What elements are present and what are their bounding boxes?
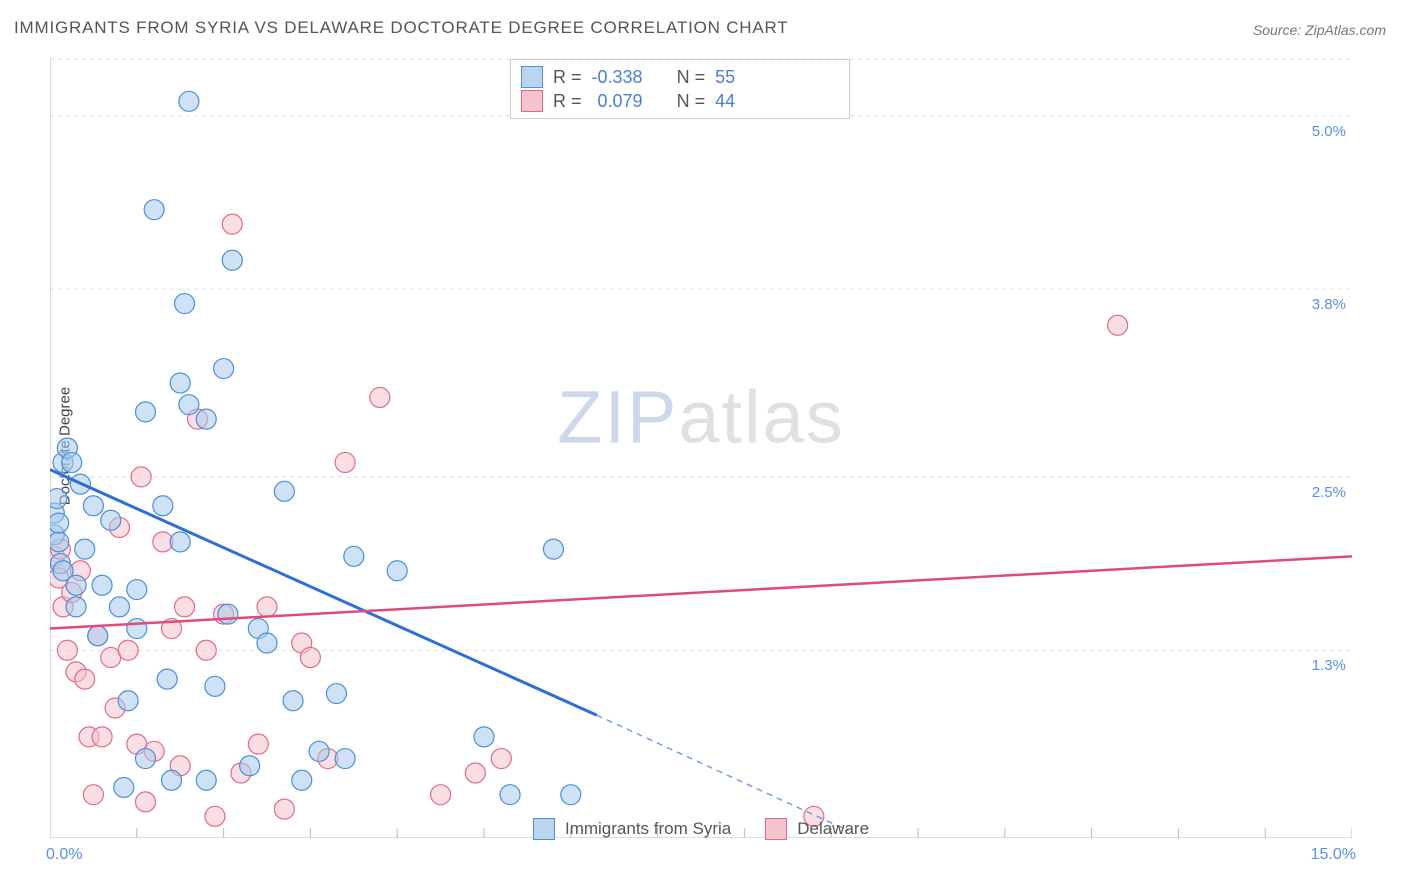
- swatch-blue-icon: [533, 818, 555, 840]
- legend-label-syria: Immigrants from Syria: [565, 819, 731, 839]
- legend-row-syria: R = -0.338 N = 55: [521, 65, 839, 89]
- legend-label-delaware: Delaware: [797, 819, 869, 839]
- legend-series: Immigrants from Syria Delaware: [533, 818, 869, 840]
- legend-r-value-syria: -0.338: [592, 67, 643, 88]
- gridlines: [50, 59, 1352, 650]
- svg-text:1.3%: 1.3%: [1312, 657, 1346, 674]
- swatch-pink-icon: [765, 818, 787, 840]
- legend-r-label: R =: [553, 91, 582, 112]
- legend-n-label: N =: [677, 91, 706, 112]
- legend-item-delaware: Delaware: [765, 818, 869, 840]
- swatch-pink-icon: [521, 90, 543, 112]
- legend-n-label: N =: [677, 67, 706, 88]
- legend-n-value-delaware: 44: [715, 91, 735, 112]
- legend-r-label: R =: [553, 67, 582, 88]
- source-attribution: Source: ZipAtlas.com: [1253, 22, 1386, 38]
- legend-correlation-box: R = -0.338 N = 55 R = 0.079 N = 44: [510, 59, 850, 119]
- series-delaware-points: [50, 214, 1128, 826]
- plot-area: ZIPatlas 1.3%2.5%3.8%5.0% R = -0.338 N =…: [50, 58, 1352, 838]
- svg-text:3.8%: 3.8%: [1312, 296, 1346, 313]
- x-axis-min-label: 0.0%: [46, 846, 82, 864]
- scatter-svg: 1.3% 2.5% 3.8% 5.0%: [50, 58, 1352, 838]
- y-tick-labels: 1.3% 2.5% 3.8% 5.0%: [1312, 123, 1346, 674]
- svg-text:5.0%: 5.0%: [1312, 123, 1346, 140]
- series-syria-points: [50, 91, 581, 804]
- svg-text:2.5%: 2.5%: [1312, 484, 1346, 501]
- swatch-blue-icon: [521, 66, 543, 88]
- legend-row-delaware: R = 0.079 N = 44: [521, 89, 839, 113]
- legend-item-syria: Immigrants from Syria: [533, 818, 731, 840]
- legend-r-value-delaware: 0.079: [592, 91, 643, 112]
- x-axis-max-label: 15.0%: [1311, 846, 1356, 864]
- legend-n-value-syria: 55: [715, 67, 735, 88]
- chart-title: IMMIGRANTS FROM SYRIA VS DELAWARE DOCTOR…: [14, 18, 788, 38]
